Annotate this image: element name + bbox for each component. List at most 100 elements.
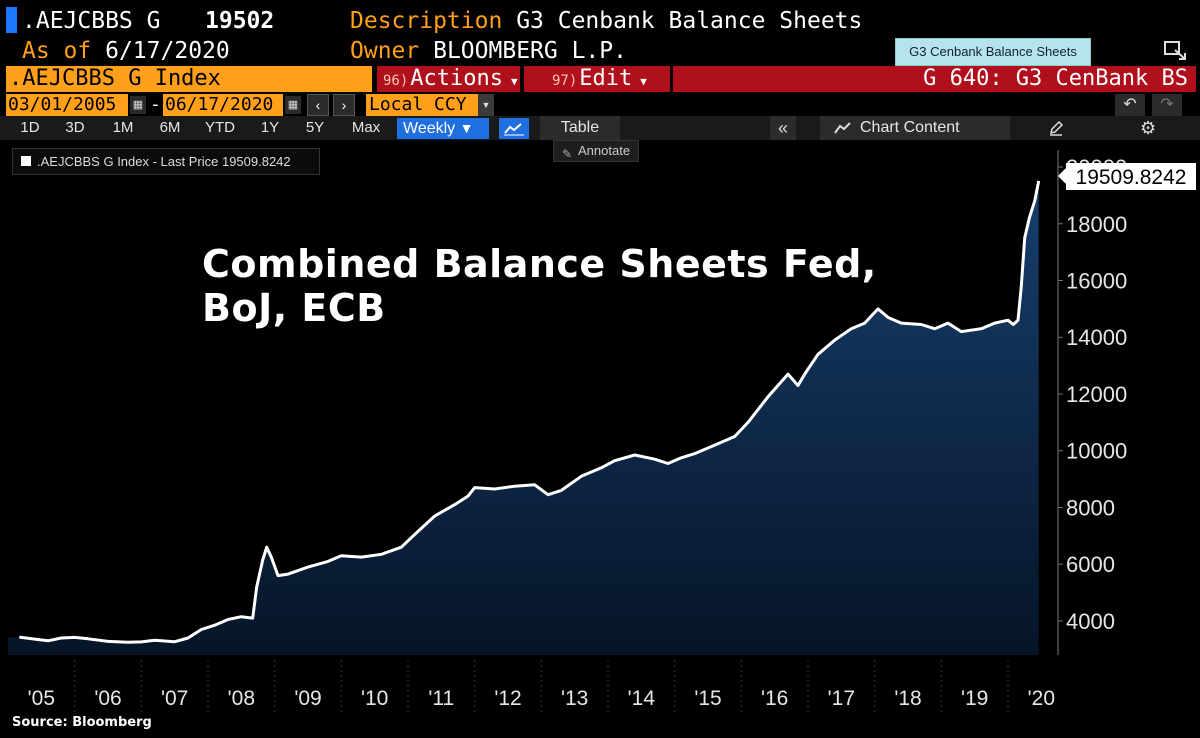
index-field[interactable]: .AEJCBBS G Index (6, 66, 372, 92)
chevron-down-icon: ▼ (459, 120, 474, 136)
y-tick-label: 6000 (1066, 552, 1115, 577)
edit-number: 97) (552, 73, 578, 89)
currency-select[interactable]: Local CCY (366, 94, 478, 116)
tooltip: G3 Cenbank Balance Sheets (895, 38, 1091, 66)
as-of-value: 6/17/2020 (105, 38, 230, 64)
y-tick-label: 12000 (1066, 382, 1127, 407)
pencil-icon: ✎ (562, 147, 573, 161)
y-tick-label: 16000 (1066, 269, 1127, 294)
ticker[interactable]: .AEJCBBS G (22, 8, 161, 34)
edit-label: Edit (579, 66, 633, 91)
annotate-button[interactable]: ✎ Annotate (553, 140, 639, 162)
command-bar: .AEJCBBS G Index 96)Actions ▼ 97)Edit ▼ G … (0, 66, 1200, 92)
x-tick-label: '09 (294, 687, 321, 710)
chevron-down-icon[interactable]: ▼ (478, 94, 494, 116)
overlay-title-line-1: Combined Balance Sheets Fed, (202, 242, 877, 286)
period-bar: 1D 3D 1M 6M YTD 1Y 5Y Max Weekly ▼ Table… (0, 116, 1200, 140)
function-label-bar: G 640: G3 CenBank BS (673, 66, 1196, 92)
next-button[interactable]: › (333, 94, 355, 116)
calendar-icon[interactable]: ▦ (285, 96, 301, 114)
description-label: Description (350, 8, 503, 34)
x-tick-label: '14 (628, 687, 656, 710)
x-tick-label: '19 (961, 687, 988, 710)
last-price-marker: 19509.8242 (1058, 163, 1196, 190)
chart-overlay-title: Combined Balance Sheets Fed, BoJ, ECB (202, 242, 922, 330)
period-ytd[interactable]: YTD (205, 119, 235, 136)
period-1d[interactable]: 1D (20, 119, 40, 136)
security-marker (6, 7, 17, 33)
chart-content-icon (834, 122, 851, 134)
period-1m[interactable]: 1M (112, 119, 134, 136)
function-label: G 640: G3 CenBank BS (923, 66, 1188, 91)
date-range-bar: 03/01/2005 ▦ - 06/17/2020 ▦ ‹ › Local CC… (0, 94, 1200, 116)
description-row: Description G3 Cenbank Balance Sheets (350, 8, 862, 34)
date-separator: - (150, 94, 161, 115)
x-tick-label: '05 (28, 687, 55, 710)
frequency-label: Weekly (403, 120, 456, 137)
collapse-icon[interactable]: « (770, 116, 796, 140)
chart-legend[interactable]: .AEJCBBS G Index - Last Price 19509.8242 (12, 148, 320, 175)
pencil-icon[interactable] (1048, 120, 1064, 136)
actions-label: Actions (410, 66, 504, 91)
actions-button[interactable]: 96)Actions ▼ (377, 66, 520, 92)
owner-value: BLOOMBERG L.P. (433, 38, 627, 64)
x-tick-label: '17 (828, 687, 855, 710)
price-chart[interactable]: 4000600080001000012000140001600018000200… (0, 140, 1200, 715)
edit-button[interactable]: 97)Edit ▼ (524, 66, 670, 92)
owner-label: Owner (350, 38, 420, 64)
redo-icon[interactable]: ↷ (1152, 94, 1182, 116)
table-button[interactable]: Table (540, 116, 620, 140)
series-area (8, 180, 1039, 655)
prev-button[interactable]: ‹ (307, 94, 329, 116)
gear-icon[interactable]: ⚙ (1140, 118, 1157, 138)
annotate-label: Annotate (578, 143, 631, 158)
period-1y[interactable]: 1Y (260, 119, 280, 136)
period-5y[interactable]: 5Y (305, 119, 325, 136)
last-price-label: 19509.8242 (1076, 166, 1187, 189)
x-tick-label: '11 (428, 687, 454, 710)
as-of-label: As of (22, 38, 92, 64)
y-tick-label: 4000 (1066, 609, 1115, 634)
legend-text: .AEJCBBS G Index - Last Price 19509.8242 (37, 154, 291, 169)
overlay-title-line-2: BoJ, ECB (202, 286, 386, 330)
end-date-field[interactable]: 06/17/2020 (163, 94, 283, 116)
as-of-row: As of 6/17/2020 (22, 38, 230, 64)
chart-content-label: Chart Content (860, 119, 960, 136)
calendar-icon[interactable]: ▦ (130, 96, 146, 114)
start-date-field[interactable]: 03/01/2005 (6, 94, 128, 116)
description-value: G3 Cenbank Balance Sheets (516, 8, 863, 34)
ticker-value: 19502 (205, 8, 275, 34)
x-tick-label: '10 (361, 687, 388, 710)
x-tick-label: '06 (94, 687, 121, 710)
x-tick-label: '07 (161, 687, 188, 710)
period-max[interactable]: Max (351, 119, 381, 136)
x-tick-label: '12 (494, 687, 521, 710)
x-tick-label: '18 (894, 687, 921, 710)
actions-number: 96) (383, 73, 409, 89)
line-chart-icon[interactable] (499, 118, 529, 139)
chevron-down-icon: ▼ (640, 75, 647, 88)
y-tick-label: 8000 (1066, 495, 1115, 520)
x-tick-label: '08 (228, 687, 255, 710)
x-axis: '05 '06 '07 '08 '09 '10 '11 '12 '13 '14 '15 '16 '17 '… (28, 687, 1055, 710)
chart-content-button[interactable]: Chart Content (820, 116, 1010, 140)
y-tick-label: 18000 (1066, 212, 1127, 237)
gridlines (74, 660, 1009, 712)
frequency-select[interactable]: Weekly ▼ (397, 118, 489, 139)
y-axis: 4000600080001000012000140001600018000200… (1058, 155, 1127, 634)
series-line (19, 180, 1041, 644)
x-tick-label: '20 (1028, 687, 1055, 710)
owner-row: Owner BLOOMBERG L.P. (350, 38, 627, 64)
x-tick-label: '13 (561, 687, 588, 710)
security-subheader: As of 6/17/2020 Owner BLOOMBERG L.P. (0, 36, 1200, 64)
period-3d[interactable]: 3D (65, 119, 85, 136)
undo-icon[interactable]: ↶ (1115, 94, 1145, 116)
security-header: .AEJCBBS G 19502 Description G3 Cenbank … (0, 4, 1200, 34)
legend-swatch (21, 156, 31, 166)
chevron-down-icon: ▼ (511, 75, 518, 88)
y-tick-label: 14000 (1066, 325, 1127, 350)
resize-icon[interactable] (1163, 40, 1189, 62)
x-tick-label: '16 (761, 687, 788, 710)
period-6m[interactable]: 6M (159, 119, 181, 136)
source-note: Source: Bloomberg (12, 715, 152, 730)
